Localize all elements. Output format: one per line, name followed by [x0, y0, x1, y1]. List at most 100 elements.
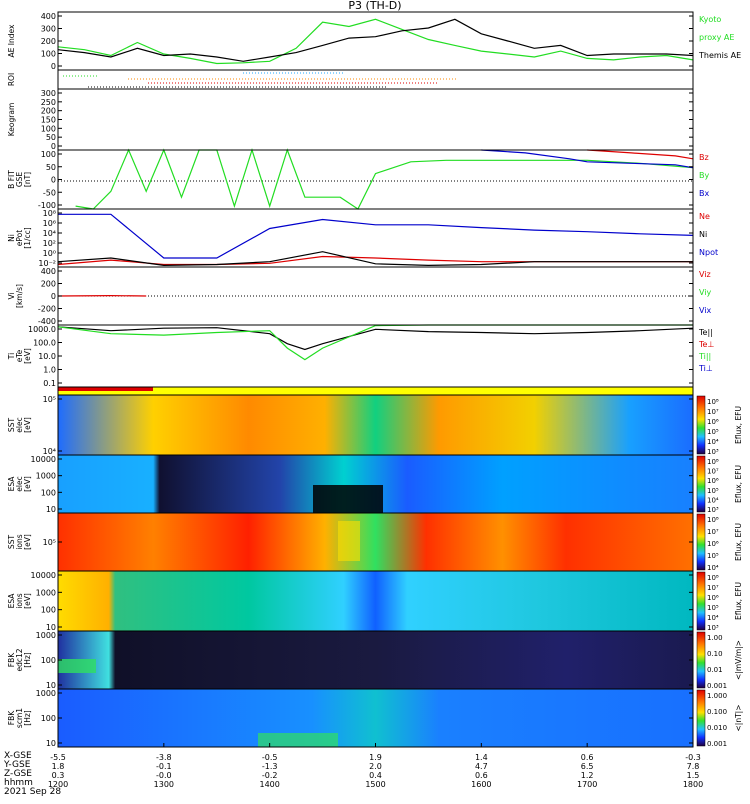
- esa_i-ytick-label: 100: [41, 606, 56, 615]
- ti-ytick-label: 100.0: [33, 339, 56, 348]
- keogram-ytick-label: 50: [46, 133, 56, 142]
- vi-ytick-label: -200: [38, 305, 56, 314]
- colorbar-1-tick: 10⁵: [707, 487, 719, 495]
- ti-legend-1: Te⊥: [698, 340, 714, 349]
- sst_e-spectrogram: [58, 395, 693, 455]
- xtick-label: 1700: [577, 780, 597, 789]
- ae-legend-0: Kyoto: [699, 15, 721, 24]
- ni-legend-1: Ni: [699, 230, 707, 239]
- ni-ytick-label: 10⁴: [43, 229, 56, 238]
- colorbar-5-label: <|nT|>: [734, 705, 743, 732]
- xtick-label: 4.7: [475, 762, 488, 771]
- sst_e-ytick-label: 10⁵: [43, 395, 56, 404]
- colorbar-1-tick: 10⁸: [707, 458, 719, 466]
- vi-ytick-label: 400: [41, 267, 56, 276]
- vi-ytick-label: 0: [51, 292, 56, 301]
- xtick-label: 0.6: [581, 753, 594, 762]
- bfit-legend-0: Bz: [699, 153, 709, 162]
- ti-ytick-label: 1000.0: [28, 325, 56, 334]
- vi-frame: [58, 267, 693, 325]
- ae-frame: [58, 12, 693, 70]
- ni-ytick-label: 10⁶: [43, 219, 56, 228]
- colorbar-1: [697, 456, 705, 512]
- ni-ytick-label: 10⁸: [43, 209, 56, 218]
- colorbar-3-label: Eflux, EFU: [734, 582, 743, 620]
- colorbar-4-tick: 0.001: [707, 682, 727, 690]
- ti-ytick-label: 0.1: [43, 379, 56, 388]
- ae-ylabel: AE Index: [7, 24, 16, 57]
- keogram-frame: [58, 89, 693, 150]
- series-ti-10: [58, 325, 693, 360]
- esa_e-ytick-label: 1000: [36, 472, 56, 481]
- colorbar-3-tick: 10⁸: [707, 574, 719, 582]
- colorbar-5-tick: 0.001: [707, 740, 727, 748]
- colorbar-3-tick: 10⁵: [707, 604, 719, 612]
- vi-legend-1: Viy: [699, 288, 712, 297]
- ae-ytick-label: 300: [41, 25, 56, 34]
- xtick-label: -0.2: [262, 771, 278, 780]
- ti-ytick-label: 10.0: [38, 352, 56, 361]
- roi-ylabel: ROI: [7, 73, 16, 86]
- colorbar-0-tick: 10⁸: [707, 398, 719, 406]
- colorbar-4-tick: 1.00: [707, 634, 723, 642]
- fbk1-spectrogram: [58, 631, 693, 689]
- bfit-legend-1: By: [699, 171, 709, 180]
- esa-elec-dark-region: [313, 485, 383, 513]
- ae-legend-1: proxy AE: [699, 33, 734, 42]
- colorbar-4-tick: 0.01: [707, 666, 723, 674]
- esa_e-ytick-label: 100: [41, 488, 56, 497]
- colorbar-2-tick: 10⁶: [707, 540, 719, 548]
- xtick-label: -0.0: [156, 771, 172, 780]
- colorbar-2-label: Eflux, EFU: [734, 523, 743, 561]
- keogram-ytick-label: 200: [41, 107, 56, 116]
- bfit-ytick-label: -50: [43, 188, 56, 197]
- bfit-ylabel: [nT]: [23, 172, 32, 187]
- xtick-label: 1.5: [687, 771, 700, 780]
- ni-ytick-label: 10⁰: [43, 249, 56, 258]
- ti-legend-2: Ti||: [698, 352, 711, 361]
- roi-frame: [58, 70, 693, 89]
- vi-ylabel: [km/s]: [15, 284, 24, 308]
- colorbar-1-tick: 10³: [707, 506, 719, 514]
- xtick-label: 6.5: [581, 762, 594, 771]
- xtick-label: 0.3: [52, 771, 65, 780]
- xtick-label: 1.2: [581, 771, 594, 780]
- colorbar-1-label: Eflux, EFU: [734, 465, 743, 503]
- xtick-label: 1800: [683, 780, 703, 789]
- esa_i-spectrogram: [58, 571, 693, 631]
- xtick-label: 0.4: [369, 771, 382, 780]
- bfit-frame: [58, 150, 693, 209]
- keogram-ytick-label: 300: [41, 89, 56, 98]
- fbk2-ylabel: [Hz]: [23, 710, 32, 726]
- date-label: 2021 Sep 28: [4, 788, 61, 797]
- ni-legend-2: Npot: [699, 248, 718, 257]
- sst-ions-feature: [338, 521, 360, 561]
- fbk2-spectrogram: [58, 689, 693, 747]
- xtick-label: 1400: [259, 780, 279, 789]
- xtick-label: 0.6: [475, 771, 488, 780]
- ae-ytick-label: 0: [51, 62, 56, 71]
- keogram-ytick-label: 150: [41, 116, 56, 125]
- keogram-ytick-label: 250: [41, 98, 56, 107]
- colorbar-0: [697, 396, 705, 454]
- ae-ytick-label: 100: [41, 50, 56, 59]
- esa_e-ytick-label: 10000: [31, 455, 56, 464]
- colorbar-5-tick: 1.000: [707, 692, 727, 700]
- series-ti-9: [58, 327, 693, 350]
- fbk1-ylabel: [Hz]: [23, 652, 32, 668]
- xtick-label: 1500: [365, 780, 385, 789]
- fbk2-ytick-label: 100: [41, 714, 56, 723]
- keogram-ytick-label: 100: [41, 124, 56, 133]
- xtick-label: -3.8: [156, 753, 172, 762]
- ae-ytick-label: 200: [41, 37, 56, 46]
- xtick-label: 2.0: [369, 762, 382, 771]
- colorbar-3-tick: 10³: [707, 624, 719, 632]
- colorbar-3-tick: 10⁴: [707, 614, 719, 622]
- xtick-label: 1.4: [475, 753, 488, 762]
- series-bfit-2: [587, 150, 693, 159]
- vi-legend-0: Viz: [699, 270, 711, 279]
- ae-legend-2: Themis AE: [698, 51, 741, 60]
- sst_i-spectrogram: [58, 513, 693, 571]
- bfit-legend-2: Bx: [699, 189, 709, 198]
